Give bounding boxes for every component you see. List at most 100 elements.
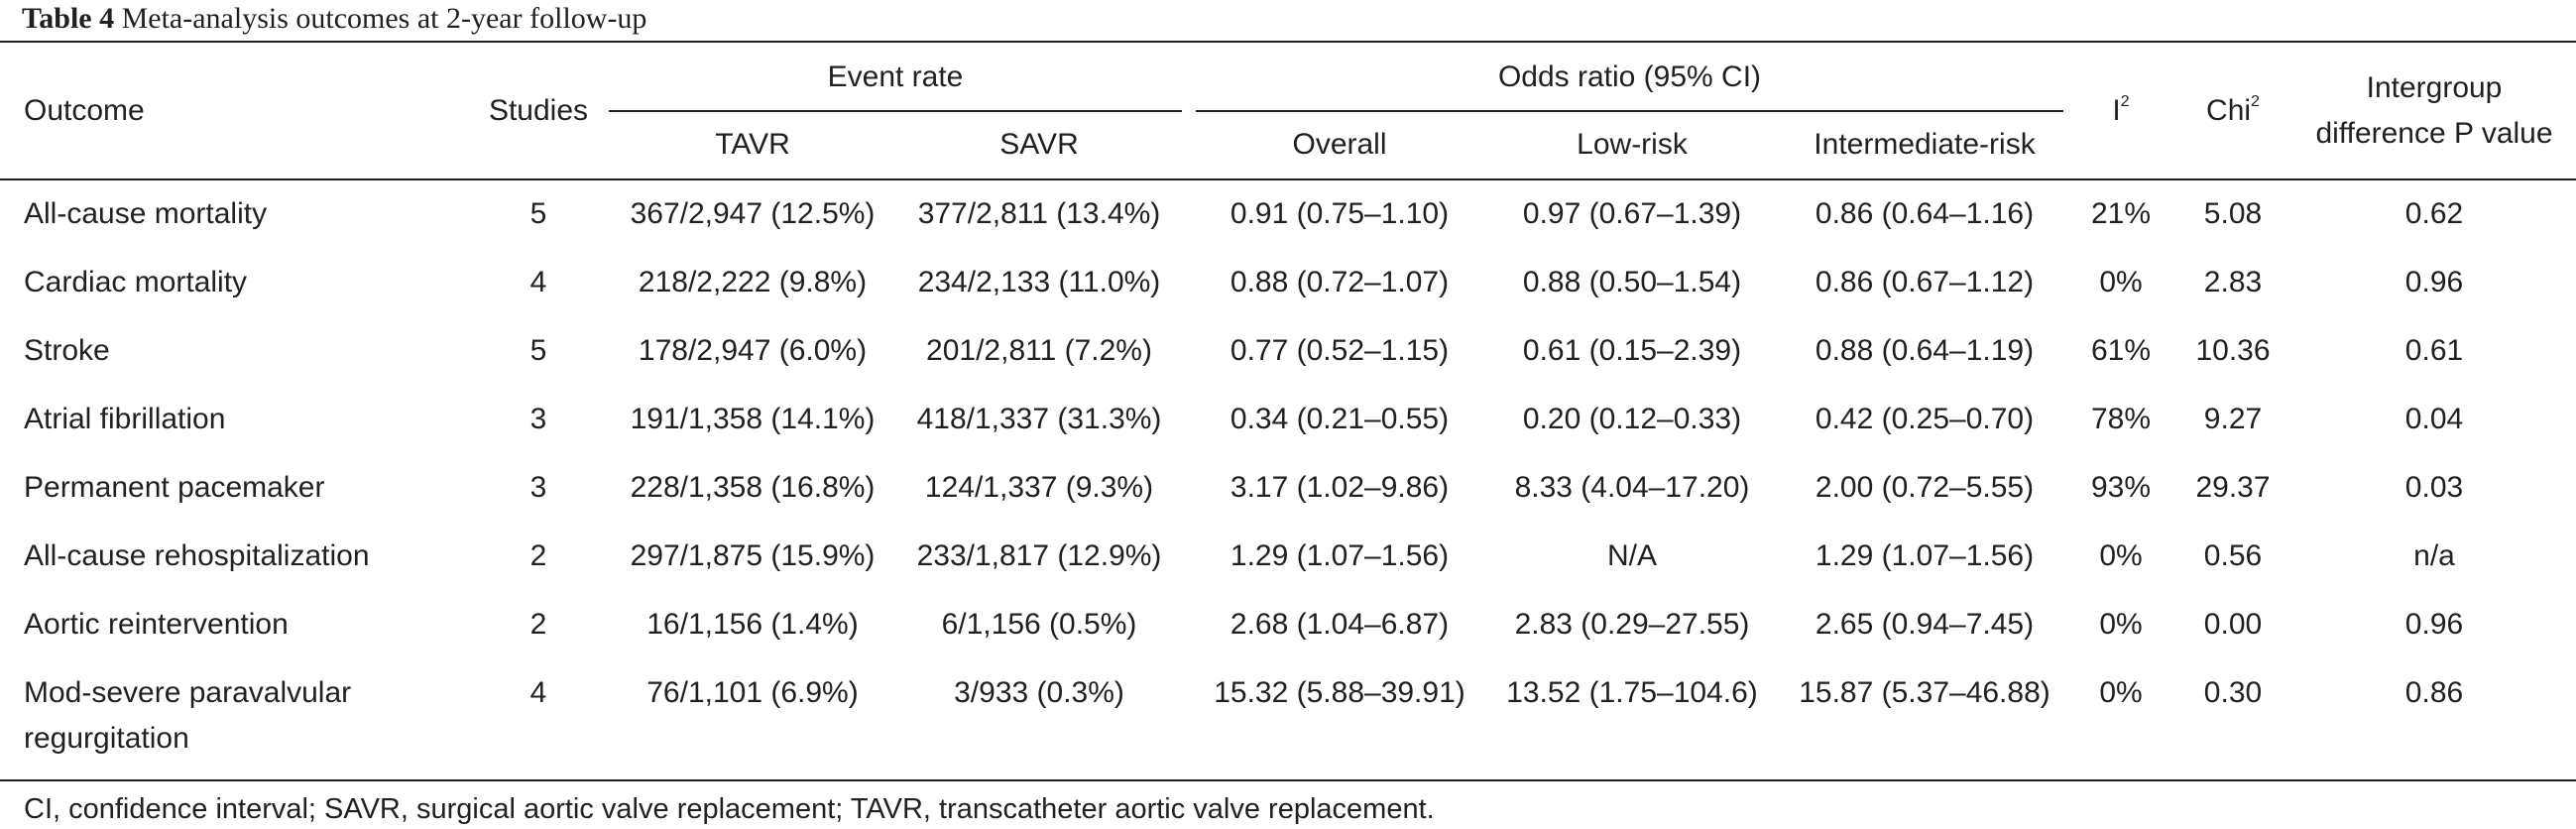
cell-p-value: 0.04 [2404, 403, 2464, 435]
cell-i2: 21% [2090, 197, 2152, 230]
cell-studies: 2 [529, 608, 547, 641]
header-savr: SAVR [999, 128, 1079, 161]
header-chi2-sup: 2 [2251, 93, 2260, 110]
cell-overall: 2.68 (1.04–6.87) [1229, 608, 1450, 641]
cell-studies: 4 [529, 266, 547, 298]
cell-savr: 201/2,811 (7.2%) [926, 334, 1152, 367]
header-chi2: Chi2 [2173, 88, 2292, 134]
cell-studies: 2 [529, 539, 547, 572]
cell-intermediate-risk: 2.00 (0.72–5.55) [1815, 471, 2035, 504]
header-intergroup-p: Intergroup difference P value [2292, 65, 2576, 157]
table-caption-label: Table 4 [22, 2, 115, 35]
event-rate-underline [609, 110, 1182, 112]
cell-overall: 15.32 (5.88–39.91) [1214, 676, 1465, 709]
cell-p-value: 0.96 [2404, 266, 2464, 298]
cell-tavr: 178/2,947 (6.0%) [638, 334, 868, 367]
cell-low-risk: 2.83 (0.29–27.55) [1514, 608, 1750, 641]
cell-studies: 3 [529, 403, 547, 435]
cell-savr: 124/1,337 (9.3%) [924, 471, 1154, 504]
cell-intermediate-risk: 2.65 (0.94–7.45) [1815, 608, 2035, 641]
cell-tavr: 76/1,101 (6.9%) [646, 676, 859, 709]
cell-low-risk: 8.33 (4.04–17.20) [1514, 471, 1750, 504]
cell-chi2: 0.30 [2203, 676, 2263, 709]
cell-chi2: 2.83 [2203, 266, 2263, 298]
cell-tavr: 297/1,875 (15.9%) [630, 539, 876, 572]
cell-intermediate-risk: 0.42 (0.25–0.70) [1815, 403, 2035, 435]
cell-outcome: Mod-severe paravalvular regurgitation [24, 670, 470, 762]
table-caption: Table 4 Meta-analysis outcomes at 2-year… [22, 2, 646, 36]
header-outcome: Outcome [24, 94, 145, 127]
cell-intermediate-risk: 15.87 (5.37–46.88) [1799, 676, 2050, 709]
header-overall: Overall [1292, 128, 1387, 161]
cell-p-value: 0.61 [2404, 334, 2464, 367]
cell-savr: 418/1,337 (31.3%) [916, 403, 1162, 435]
cell-savr: 233/1,817 (12.9%) [916, 539, 1162, 572]
cell-low-risk: N/A [1606, 539, 1657, 572]
odds-ratio-underline [1196, 110, 2063, 112]
cell-outcome-line1: Mod-severe paravalvular [24, 676, 352, 709]
cell-chi2: 9.27 [2203, 403, 2263, 435]
cell-outcome-line2: regurgitation [24, 722, 189, 755]
header-intermediate-risk: Intermediate-risk [1814, 128, 2036, 161]
cell-chi2: 10.36 [2195, 334, 2271, 367]
cell-tavr: 367/2,947 (12.5%) [630, 197, 876, 230]
cell-tavr: 16/1,156 (1.4%) [646, 608, 859, 641]
cell-outcome: Permanent pacemaker [24, 471, 325, 504]
cell-low-risk: 13.52 (1.75–104.6) [1506, 676, 1758, 709]
table-top-rule [0, 41, 2576, 43]
cell-chi2: 0.00 [2203, 608, 2263, 641]
header-event-rate: Event rate [827, 60, 964, 93]
header-intergroup-line2: difference P value [2315, 117, 2553, 150]
header-odds-ratio: Odds ratio (95% CI) [1497, 60, 1762, 93]
header-i2: I2 [2068, 88, 2173, 134]
header-i2-sup: 2 [2120, 93, 2130, 110]
cell-outcome: Aortic reintervention [24, 608, 289, 641]
header-studies: Studies [488, 94, 589, 127]
header-tavr: TAVR [715, 128, 790, 161]
cell-intermediate-risk: 1.29 (1.07–1.56) [1815, 539, 2035, 572]
header-bottom-rule [0, 178, 2576, 180]
header-chi2-base: Chi [2206, 94, 2252, 127]
table-bottom-rule [0, 779, 2576, 781]
cell-intermediate-risk: 0.86 (0.67–1.12) [1815, 266, 2035, 298]
cell-overall: 0.88 (0.72–1.07) [1229, 266, 1450, 298]
cell-i2: 0% [2099, 608, 2143, 641]
cell-savr: 377/2,811 (13.4%) [917, 197, 1161, 230]
cell-tavr: 191/1,358 (14.1%) [630, 403, 876, 435]
cell-i2: 61% [2090, 334, 2152, 367]
cell-overall: 0.34 (0.21–0.55) [1229, 403, 1450, 435]
cell-low-risk: 0.20 (0.12–0.33) [1522, 403, 1742, 435]
cell-outcome: Atrial fibrillation [24, 403, 226, 435]
cell-low-risk: 0.61 (0.15–2.39) [1522, 334, 1742, 367]
cell-i2: 0% [2099, 539, 2143, 572]
cell-tavr: 228/1,358 (16.8%) [630, 471, 876, 504]
cell-chi2: 5.08 [2203, 197, 2263, 230]
cell-p-value: 0.96 [2404, 608, 2464, 641]
cell-p-value: 0.62 [2404, 197, 2464, 230]
cell-studies: 4 [529, 676, 547, 709]
cell-p-value: 0.03 [2404, 471, 2464, 504]
cell-overall: 1.29 (1.07–1.56) [1229, 539, 1450, 572]
cell-savr: 3/933 (0.3%) [954, 676, 1124, 709]
cell-outcome: All-cause rehospitalization [24, 539, 370, 572]
cell-p-value: 0.86 [2404, 676, 2464, 709]
cell-studies: 5 [529, 334, 547, 367]
cell-outcome: All-cause mortality [24, 197, 268, 230]
header-i2-base: I [2112, 94, 2121, 127]
cell-savr: 234/2,133 (11.0%) [917, 266, 1161, 298]
table-footnote: CI, confidence interval; SAVR, surgical … [24, 793, 1435, 825]
cell-i2: 0% [2099, 266, 2143, 298]
cell-overall: 0.77 (0.52–1.15) [1229, 334, 1450, 367]
cell-intermediate-risk: 0.86 (0.64–1.16) [1815, 197, 2035, 230]
cell-p-value: n/a [2413, 539, 2455, 572]
cell-intermediate-risk: 0.88 (0.64–1.19) [1815, 334, 2035, 367]
cell-low-risk: 0.97 (0.67–1.39) [1522, 197, 1742, 230]
cell-outcome: Stroke [24, 334, 110, 367]
cell-low-risk: 0.88 (0.50–1.54) [1522, 266, 1742, 298]
cell-studies: 3 [529, 471, 547, 504]
cell-overall: 3.17 (1.02–9.86) [1229, 471, 1450, 504]
table-caption-text: Meta-analysis outcomes at 2-year follow-… [121, 2, 647, 35]
cell-tavr: 218/2,222 (9.8%) [638, 266, 868, 298]
cell-chi2: 0.56 [2203, 539, 2263, 572]
cell-i2: 78% [2090, 403, 2152, 435]
